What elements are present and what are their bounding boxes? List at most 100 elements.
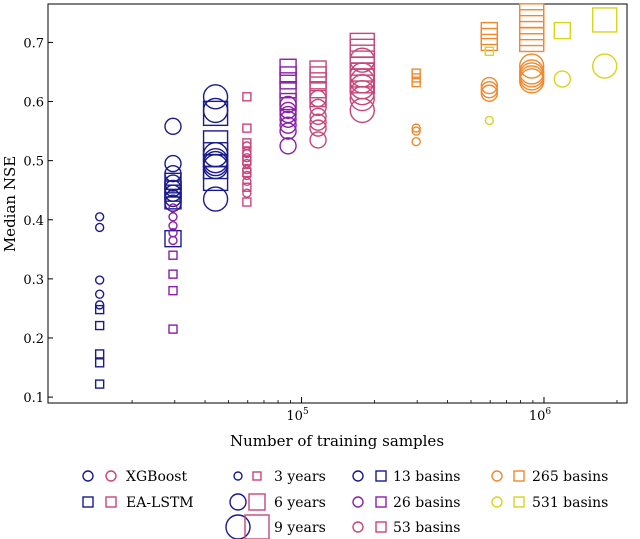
ea-lstm-point [242,197,252,207]
xgboost-point [309,98,327,117]
xgboost-point [411,137,421,147]
legend-basin-marker [352,496,364,508]
xgboost-point [168,220,178,231]
y-tick-label: 0.6 [23,96,44,111]
xgboost-point [480,81,499,99]
ea-lstm-point [309,66,327,84]
data-marks [94,3,618,389]
xgboost-point [480,84,499,102]
ea-lstm-point [480,21,499,40]
xgboost-point [519,68,545,94]
legend-basin-marker [375,496,387,508]
y-tick-label: 0.4 [23,214,44,229]
xgboost-point [519,53,545,79]
xgboost-point [164,164,182,183]
ea-lstm-point [553,21,571,40]
legend-model-label: EA-LSTM [126,495,194,511]
legend-basin-label: 13 basins [393,469,460,485]
xgboost-point [168,212,178,222]
legend-basin-label: 265 basins [532,469,608,485]
y-tick-label: 0.1 [23,391,44,406]
ea-lstm-point [242,138,252,148]
ea-lstm-point [168,269,178,279]
xgboost-point [279,95,297,114]
xgboost-point [309,113,327,131]
legend-year-marker [244,514,270,539]
y-axis-ticks: 0.1 0.2 0.3 0.4 0.5 0.6 0.7 [23,36,53,406]
xgboost-point [309,119,327,137]
xgboost-point [202,97,229,124]
xgboost-point [94,300,105,310]
legend-year-marker [248,493,266,511]
xgboost-point [242,158,252,169]
legend-basin-marker [352,470,364,482]
plot-frame [47,3,628,404]
xgboost-point [164,194,182,212]
ea-lstm-point [168,285,178,296]
xgboost-point [309,107,327,126]
xgboost-point [168,235,178,246]
ea-lstm-point [94,349,105,359]
xgboost-point [94,289,105,299]
xgboost-point [164,189,182,208]
ea-lstm-point [309,72,327,90]
xgboost-point [164,184,182,202]
xgboost-point [242,188,252,198]
y-tick-label: 0.2 [23,332,44,347]
xgboost-point [484,115,495,126]
xgboost-point [591,53,618,79]
ea-lstm-point [94,358,105,368]
legend-year-marker [225,514,251,539]
ea-lstm-point [242,123,252,133]
xgboost-point [242,152,252,163]
x-tick-label: 105 [286,407,309,424]
legend-basin-marker [491,496,503,508]
legend-model-label: XGBoost [126,469,187,485]
xgboost-point [279,116,297,134]
ea-lstm-point [411,77,421,88]
legend-ea-lstm-marker [105,496,117,508]
xgboost-point [242,148,252,159]
legend-basin-marker [513,470,525,482]
legend-basin-label: 53 basins [393,520,460,536]
x-tick-base: 10 [286,409,303,424]
xgboost-point [202,153,229,180]
ea-lstm-point [164,229,182,248]
legend-basin-marker [491,470,503,482]
xgboost-point [480,76,499,95]
xgboost-point [279,101,297,120]
xgboost-point [242,170,252,181]
legend-basin-marker [513,496,525,508]
xgboost-point [164,179,182,198]
xgboost-point [202,84,229,110]
xgboost-point [168,203,178,213]
legend-year-marker [252,471,262,481]
xgboost-point [279,110,297,128]
ea-lstm-point [519,26,545,53]
xgboost-point [242,176,252,187]
y-tick-label: 0.3 [23,273,44,288]
xgboost-point [94,275,105,285]
ea-lstm-point [94,379,105,389]
xgboost-point [164,154,182,173]
ea-lstm-point [168,324,178,334]
xgboost-point [411,126,421,136]
legend-xgboost-marker [82,470,94,482]
ea-lstm-point [309,81,327,99]
legend-basin-marker [375,470,387,482]
legend-year-marker [229,493,247,511]
x-tick-exponent: 6 [545,407,551,417]
xgboost-point [164,117,182,136]
y-tick-label: 0.7 [23,36,44,51]
legend-year-marker [233,471,243,481]
xgboost-point [242,164,252,175]
legend-xgboost-marker [105,470,117,482]
legend-ea-lstm-marker [82,496,94,508]
y-tick-label: 0.5 [23,155,44,170]
ea-lstm-point [480,27,499,46]
ea-lstm-point [411,73,421,83]
xgboost-point [202,186,229,212]
legend-year-label: 3 years [274,469,326,485]
xgboost-point [553,70,571,88]
